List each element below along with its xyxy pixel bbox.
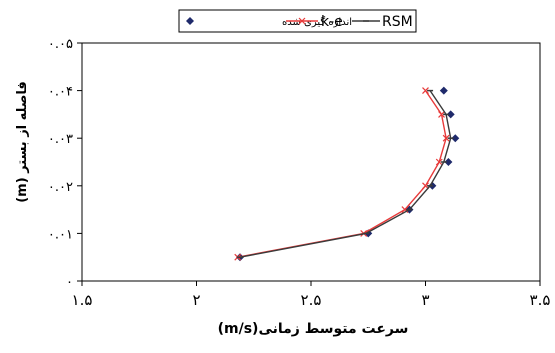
data-point xyxy=(442,134,450,142)
x-tick-label: ۳ xyxy=(421,291,429,309)
axes: ۱.۵ ۲ ۲.۵ ۳ ۳.۵ ۰ ۰.۰۱ ۰.۰۲ ۰.۰۳ ۰.۰۴ ۰.۰۵ xyxy=(48,37,551,309)
data-point xyxy=(438,110,445,118)
x-tick-label: ۲.۵ xyxy=(301,291,322,309)
y-tick-label: ۰.۰۲ xyxy=(48,180,73,195)
legend-marker-measured xyxy=(186,17,194,25)
series-layer xyxy=(234,86,460,262)
data-point xyxy=(435,158,443,166)
y-tick-label: ۰.۰۳ xyxy=(48,132,73,147)
data-point xyxy=(446,110,455,119)
y-tick-label: ۰.۰۱ xyxy=(48,227,73,242)
y-tick-label: ۰ xyxy=(66,275,73,290)
x-tick-label: ۲ xyxy=(192,291,200,309)
x-tick-label: ۳.۵ xyxy=(530,291,551,309)
series-2 xyxy=(237,89,454,258)
x-tick-label: ۱.۵ xyxy=(72,291,93,309)
data-point xyxy=(451,134,460,143)
legend-marker-ke xyxy=(286,17,318,25)
y-tick-label: ۰.۰۵ xyxy=(48,37,73,52)
series-line xyxy=(237,90,447,258)
legend-label-rsm: RSM xyxy=(382,14,413,30)
series-line xyxy=(239,90,452,258)
data-point xyxy=(422,87,429,95)
data-point xyxy=(444,158,453,166)
x-axis-title: سرعت متوسط زمانی(m/s) xyxy=(218,321,409,337)
plot-area xyxy=(81,42,541,282)
legend-label-ke: k-e xyxy=(321,14,343,30)
y-tick-label: ۰.۰۴ xyxy=(48,85,73,100)
data-point xyxy=(439,86,448,95)
y-axis-title: فاصله از بستر (m) xyxy=(15,81,30,203)
